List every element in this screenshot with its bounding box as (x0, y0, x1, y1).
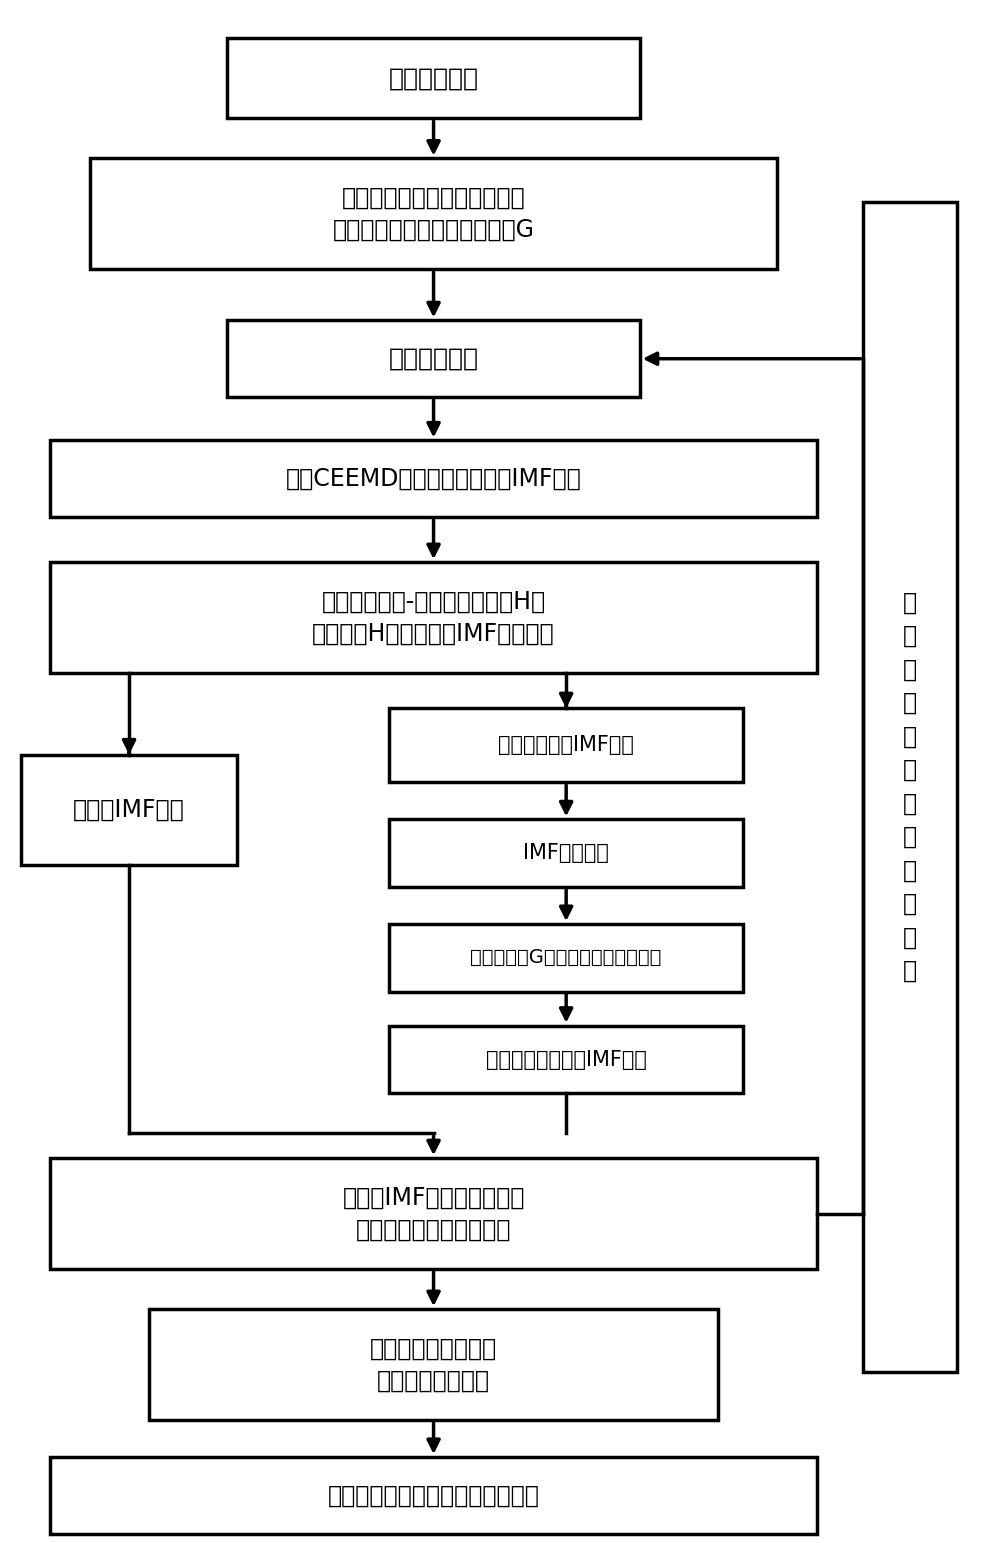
Text: 单道地震信号: 单道地震信号 (388, 347, 479, 370)
Bar (863, 202, 956, 1372)
Bar (228, 39, 640, 119)
Bar (50, 440, 817, 517)
Text: 获取该剖面平均振幅谱，根据
其有效频带范围确定阈值集合G: 获取该剖面平均振幅谱，根据 其有效频带范围确定阈值集合G (333, 187, 535, 242)
Bar (228, 321, 640, 397)
Text: 高分辨率处理后的IMF分量: 高分辨率处理后的IMF分量 (486, 1049, 646, 1069)
Bar (50, 1457, 817, 1534)
Text: 对
剩
余
的
单
道
逐
道
进
行
处
理: 对 剩 余 的 单 道 逐 道 进 行 处 理 (903, 591, 917, 983)
Text: 将所有IMF分量进行重构，
得到高分辨率的地震信号: 将所有IMF分量进行重构， 得到高分辨率的地震信号 (343, 1185, 525, 1242)
Text: 用阈值集合G对其进行高分辨率处理: 用阈值集合G对其进行高分辨率处理 (471, 949, 662, 967)
Bar (50, 562, 817, 673)
Text: 有效频带内的IMF分量: 有效频带内的IMF分量 (498, 736, 634, 756)
Text: 高分辨率地震剖面，用于地震解释: 高分辨率地震剖面，用于地震解释 (328, 1483, 540, 1508)
Bar (149, 1308, 718, 1420)
Text: 原始地震剖面: 原始地震剖面 (388, 66, 479, 91)
Bar (389, 708, 743, 782)
Text: 将所有处理后的单道
地震信号依次排列: 将所有处理后的单道 地震信号依次排列 (370, 1336, 497, 1392)
Bar (389, 819, 743, 887)
Text: 进行CEEMD分解，得到相应的IMF分量: 进行CEEMD分解，得到相应的IMF分量 (286, 468, 581, 491)
Bar (90, 159, 777, 270)
Text: 剩余的IMF分量: 剩余的IMF分量 (73, 798, 185, 822)
Bar (21, 755, 237, 866)
Bar (389, 1026, 743, 1094)
Text: IMF分量叠加: IMF分量叠加 (523, 842, 609, 863)
Bar (50, 1159, 817, 1268)
Text: 利用相关系数-阈值法确定阈值H，
通过阈值H的甄别，将IMF分量分类: 利用相关系数-阈值法确定阈值H， 通过阈值H的甄别，将IMF分量分类 (312, 589, 555, 645)
Bar (389, 924, 743, 992)
